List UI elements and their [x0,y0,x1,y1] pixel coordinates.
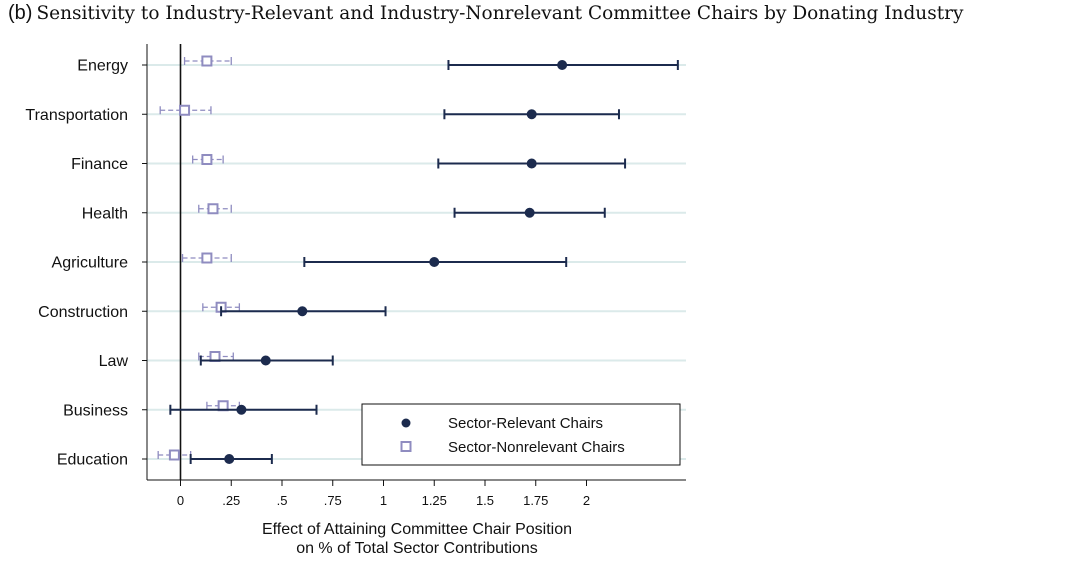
nonrelevant-mark-transportation [159,104,212,116]
legend-relevant-marker [401,418,411,428]
relevant-point-agriculture [429,257,440,267]
category-labels: Energy Transportation Finance Health Agricul… [25,58,128,469]
x-tick-label: .25 [222,493,240,508]
x-tick-label: 1.5 [476,493,494,508]
relevant-mark-energy [447,60,679,70]
x-tick-label: .75 [324,493,342,508]
x-tick-label: .5 [277,493,288,508]
category-label-construction: Construction [38,304,128,321]
nonrelevant-point-transportation [179,104,191,116]
relevant-point-construction [297,306,308,317]
category-label-energy: Energy [77,58,128,75]
relevant-point-transportation [526,109,537,120]
category-label-business: Business [63,402,128,419]
legend-nonrelevant-label: Sector-Nonrelevant Chairs [448,439,625,456]
relevant-mark-agriculture [303,257,568,267]
legend-relevant-label: Sector-Relevant Chairs [448,415,603,432]
nonrelevant-mark-finance [192,154,224,165]
relevant-point-business [236,404,247,415]
relevant-mark-education [189,454,273,464]
category-label-agriculture: Agriculture [52,255,129,272]
x-tick-label: 1.75 [523,493,548,508]
legend-box [361,403,681,466]
x-axis-label-line-1: Effect of Attaining Committee Chair Posi… [262,521,572,538]
nonrelevant-point-agriculture [201,252,213,264]
category-label-finance: Finance [71,156,128,173]
relevant-point-finance [526,158,537,169]
nonrelevant-point-finance [201,154,213,165]
nonrelevant-mark-energy [183,55,232,67]
nonrelevant-point-energy [201,55,213,67]
panel-label: (b) [8,2,33,24]
relevant-mark-transportation [443,109,620,120]
category-label-transportation: Transportation [25,107,128,124]
category-label-law: Law [99,353,129,370]
relevant-point-law [260,355,271,366]
relevant-series [169,60,679,464]
legend-nonrelevant-marker [400,441,412,452]
category-label-health: Health [82,205,128,222]
nonrelevant-mark-health [198,203,232,215]
chart-title: (b) Sensitivity to Industry-Relevant and… [8,2,1080,36]
relevant-mark-health [453,207,606,218]
legend: Sector-Relevant Chairs Sector-Nonrelevant… [361,403,681,466]
relevant-mark-law [199,355,334,366]
relevant-point-education [224,454,235,464]
relevant-mark-finance [437,158,627,169]
nonrelevant-mark-agriculture [181,252,232,264]
chart-title-text: Sensitivity to Industry-Relevant and Ind… [36,3,964,24]
x-axis-label-line-2: on % of Total Sector Contributions [296,540,538,557]
relevant-point-health [524,207,535,218]
relevant-point-energy [557,60,568,70]
relevant-mark-construction [220,306,387,317]
x-tick-label: 2 [583,493,590,508]
relevant-mark-business [169,404,318,415]
nonrelevant-series [157,55,241,461]
x-tick-label: 1 [380,493,387,508]
x-axis: 0 .25 .5 .75 1 1.25 1.5 1.75 2 [142,44,686,508]
x-tick-label: 0 [177,493,184,508]
nonrelevant-point-health [207,203,219,215]
x-tick-label: 1.25 [422,493,447,508]
category-label-education: Education [57,452,128,469]
nonrelevant-point-education [168,449,180,461]
